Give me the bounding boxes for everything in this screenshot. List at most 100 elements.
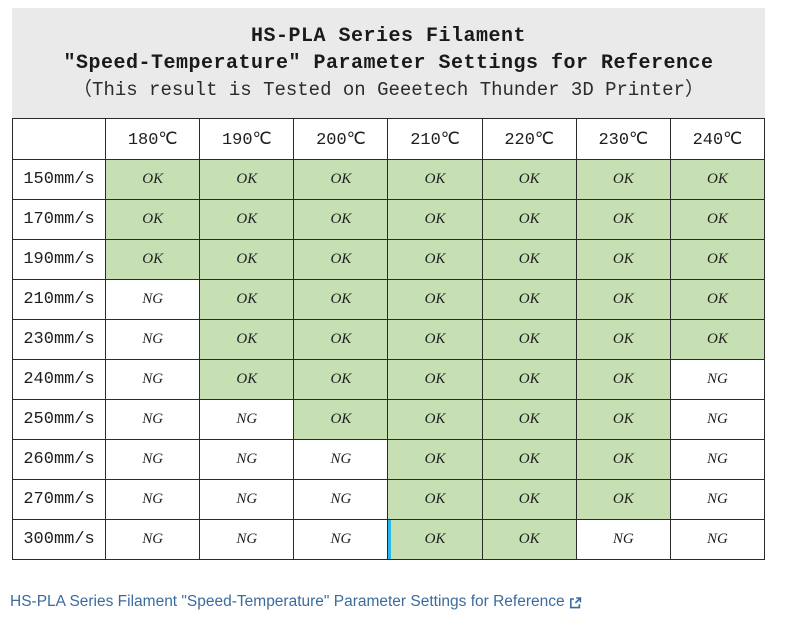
result-cell: OK bbox=[481, 519, 577, 560]
result-cell: OK bbox=[575, 239, 671, 280]
result-cell: NG bbox=[669, 479, 766, 520]
temp-column-header: 210℃ bbox=[387, 118, 483, 160]
result-cell: OK bbox=[293, 239, 389, 280]
speed-row-header: 260mm/s bbox=[11, 439, 107, 480]
result-cell: OK bbox=[199, 359, 295, 400]
reference-link[interactable]: HS-PLA Series Filament "Speed-Temperatur… bbox=[10, 593, 582, 611]
result-cell: OK bbox=[387, 239, 483, 280]
temp-column-header: 200℃ bbox=[293, 118, 389, 160]
table-row: 300mm/s NG NG NG OK OK NG NG bbox=[11, 519, 766, 560]
external-link-icon bbox=[569, 597, 581, 609]
temp-column-header: 180℃ bbox=[105, 118, 201, 160]
result-cell: OK bbox=[575, 359, 671, 400]
result-cell: OK bbox=[387, 479, 483, 520]
result-cell: OK bbox=[293, 159, 389, 200]
table-row: 170mm/s OK OK OK OK OK OK OK bbox=[11, 199, 766, 240]
temp-column-header: 230℃ bbox=[575, 118, 671, 160]
result-cell: NG bbox=[199, 519, 295, 560]
result-cell: OK bbox=[481, 239, 577, 280]
result-cell: OK bbox=[575, 279, 671, 320]
speed-row-header: 210mm/s bbox=[11, 279, 107, 320]
result-cell: OK bbox=[481, 479, 577, 520]
result-cell: NG bbox=[293, 519, 389, 560]
speed-temp-table: 180℃ 190℃ 200℃ 210℃ 220℃ 230℃ 240℃ 150mm/s OK OK… bbox=[11, 118, 766, 560]
result-cell: OK bbox=[481, 279, 577, 320]
speed-row-header: 150mm/s bbox=[11, 159, 107, 200]
result-cell: OK bbox=[387, 359, 483, 400]
result-cell: OK bbox=[387, 159, 483, 200]
speed-row-header: 270mm/s bbox=[11, 479, 107, 520]
result-cell: NG bbox=[669, 439, 766, 480]
result-cell: NG bbox=[199, 399, 295, 440]
result-cell: NG bbox=[575, 519, 671, 560]
speed-row-header: 300mm/s bbox=[11, 519, 107, 560]
temp-column-header: 220℃ bbox=[481, 118, 577, 160]
result-cell: OK bbox=[481, 319, 577, 360]
speed-row-header: 250mm/s bbox=[11, 399, 107, 440]
table-row: 250mm/s NG NG OK OK OK OK NG bbox=[11, 399, 766, 440]
result-cell: OK bbox=[293, 359, 389, 400]
result-cell: NG bbox=[669, 399, 766, 440]
result-cell: NG bbox=[199, 479, 295, 520]
result-cell: OK bbox=[105, 159, 201, 200]
result-cell: OK bbox=[199, 279, 295, 320]
table-row: 240mm/s NG OK OK OK OK OK NG bbox=[11, 359, 766, 400]
table-row: 150mm/s OK OK OK OK OK OK OK bbox=[11, 159, 766, 200]
result-cell: NG bbox=[105, 359, 201, 400]
result-cell: OK bbox=[575, 399, 671, 440]
table-row: 190mm/s OK OK OK OK OK OK OK bbox=[11, 239, 766, 280]
footer: HS-PLA Series Filament "Speed-Temperatur… bbox=[10, 593, 765, 611]
page: HS-PLA Series Filament ″Speed-Temperatur… bbox=[10, 8, 766, 611]
result-cell: NG bbox=[669, 359, 766, 400]
result-cell: NG bbox=[105, 519, 201, 560]
result-cell: NG bbox=[105, 279, 201, 320]
result-cell: OK bbox=[387, 199, 483, 240]
result-cell: NG bbox=[293, 479, 389, 520]
result-cell: OK bbox=[387, 319, 483, 360]
table-row: 230mm/s NG OK OK OK OK OK OK bbox=[11, 319, 766, 360]
result-cell: OK bbox=[669, 199, 766, 240]
title-line-2: ″Speed-Temperature″ Parameter Settings f… bbox=[63, 52, 714, 75]
result-cell: NG bbox=[199, 439, 295, 480]
speed-row-header: 230mm/s bbox=[11, 319, 107, 360]
speed-row-header: 170mm/s bbox=[11, 199, 107, 240]
result-cell: OK bbox=[293, 399, 389, 440]
result-cell: OK bbox=[575, 199, 671, 240]
title-line-1: HS-PLA Series Filament bbox=[250, 25, 527, 48]
corner-cell bbox=[11, 118, 107, 160]
reference-link-label[interactable]: HS-PLA Series Filament "Speed-Temperatur… bbox=[10, 593, 565, 610]
result-cell: OK bbox=[387, 399, 483, 440]
speed-row-header: 240mm/s bbox=[11, 359, 107, 400]
result-cell: NG bbox=[105, 399, 201, 440]
result-cell: OK bbox=[669, 159, 766, 200]
result-cell: OK bbox=[387, 439, 483, 480]
result-cell: OK bbox=[669, 279, 766, 320]
table-row: 260mm/s NG NG NG OK OK OK NG bbox=[11, 439, 766, 480]
result-cell: NG bbox=[105, 319, 201, 360]
result-cell: NG bbox=[105, 439, 201, 480]
result-cell: OK bbox=[575, 439, 671, 480]
result-cell: OK bbox=[199, 239, 295, 280]
title-line-3: （This result is Tested on Geeetech Thund… bbox=[73, 79, 704, 101]
table-row: 270mm/s NG NG NG OK OK OK NG bbox=[11, 479, 766, 520]
table-header-row: 180℃ 190℃ 200℃ 210℃ 220℃ 230℃ 240℃ bbox=[11, 118, 766, 160]
speed-row-header: 190mm/s bbox=[11, 239, 107, 280]
result-cell: OK bbox=[387, 519, 483, 560]
result-cell: OK bbox=[387, 279, 483, 320]
result-cell: OK bbox=[575, 319, 671, 360]
temp-column-header: 240℃ bbox=[669, 118, 766, 160]
result-cell: OK bbox=[575, 159, 671, 200]
result-cell: OK bbox=[481, 399, 577, 440]
result-cell: NG bbox=[293, 439, 389, 480]
result-cell: OK bbox=[481, 439, 577, 480]
result-cell: OK bbox=[199, 159, 295, 200]
table-title-block: HS-PLA Series Filament ″Speed-Temperatur… bbox=[12, 8, 765, 118]
result-cell: OK bbox=[481, 159, 577, 200]
result-cell: OK bbox=[669, 239, 766, 280]
result-cell: OK bbox=[199, 319, 295, 360]
table-body: 150mm/s OK OK OK OK OK OK OK 170mm/s OK OK OK OK OK OK… bbox=[11, 159, 766, 560]
result-cell: OK bbox=[293, 279, 389, 320]
result-cell: NG bbox=[105, 479, 201, 520]
table-row: 210mm/s NG OK OK OK OK OK OK bbox=[11, 279, 766, 320]
result-cell: OK bbox=[481, 199, 577, 240]
